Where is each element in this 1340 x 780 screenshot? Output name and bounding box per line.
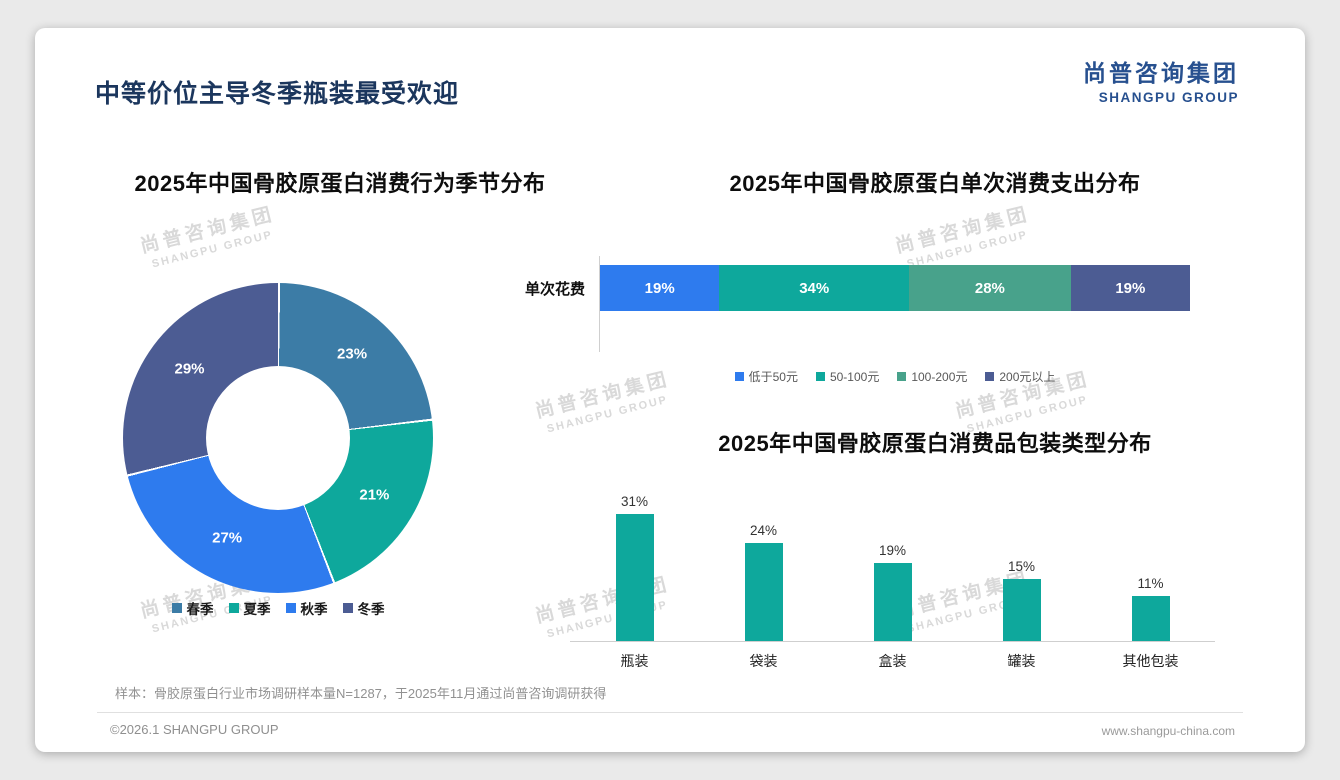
legend-swatch	[815, 372, 825, 381]
watermark-text-cn: 尚普咨询集团	[893, 203, 1033, 258]
stacked-legend: 低于50元 50-100元 100-200元 200元以上	[600, 368, 1190, 385]
bar-category-label: 盒装	[878, 653, 907, 669]
legend-swatch	[734, 372, 744, 381]
legend-label: 100-200元	[911, 370, 968, 384]
stacked-bar: 19% 34% 28% 19%	[600, 265, 1190, 311]
stacked-segment: 19%	[1070, 265, 1190, 311]
bar-column: 11%	[1086, 576, 1215, 641]
bar	[1131, 596, 1170, 641]
donut-value-label: 23%	[337, 345, 368, 363]
legend-label: 200元以上	[999, 370, 1056, 384]
bar	[873, 563, 912, 641]
legend-swatch	[228, 603, 239, 613]
donut-value-label: 27%	[212, 529, 243, 547]
legend-label: 夏季	[243, 602, 271, 617]
stacked-legend-item: 200元以上	[985, 368, 1055, 385]
stacked-legend-item: 50-100元	[815, 368, 880, 385]
watermark-text-cn: 尚普咨询集团	[138, 203, 278, 258]
bar-chart: 31% 24% 19% 15% 11% 瓶装 袋装 盒装 罐装 其他包装	[570, 483, 1215, 671]
legend-label: 秋季	[300, 602, 328, 617]
sample-note: 样本：骨胶原蛋白行业市场调研样本量N=1287，于2025年11月通过尚普咨询调…	[115, 686, 607, 701]
stacked-row-label: 单次花费	[524, 281, 585, 298]
logo-text-en: SHANGPU GROUP	[1098, 90, 1239, 105]
bar-category-label: 罐装	[1007, 653, 1036, 669]
bar-column: 31%	[570, 494, 699, 641]
donut-hole	[206, 366, 350, 510]
watermark-text-en: SHANGPU GROUP	[150, 228, 275, 271]
bar-category-label: 其他包装	[1122, 653, 1179, 669]
bar-value-label: 19%	[878, 543, 907, 558]
watermark: 尚普咨询集团 SHANGPU GROUP	[137, 199, 281, 272]
donut-legend: 春季 夏季 秋季 冬季	[123, 598, 433, 618]
donut-legend-item: 夏季	[228, 598, 271, 618]
legend-swatch	[342, 603, 353, 613]
legend-swatch	[171, 603, 182, 613]
bar-column: 19%	[828, 543, 957, 641]
page-title: 中等价位主导冬季瓶装最受欢迎	[95, 80, 460, 108]
legend-label: 冬季	[357, 602, 385, 617]
bar-chart-title: 2025年中国骨胶原蛋白消费品包装类型分布	[718, 431, 1152, 456]
bar-category-label: 瓶装	[620, 653, 649, 669]
footer-website: www.shangpu-china.com	[1101, 724, 1235, 738]
company-logo: 尚普咨询集团 SHANGPU GROUP	[1083, 54, 1239, 105]
legend-swatch	[985, 372, 995, 381]
donut-legend-item: 春季	[171, 598, 214, 618]
legend-swatch	[285, 603, 296, 613]
bar-chart-categories: 瓶装 袋装 盒装 罐装 其他包装	[570, 642, 1215, 671]
bar-column: 24%	[699, 523, 828, 641]
bar	[1002, 579, 1041, 641]
stacked-segment: 34%	[719, 265, 910, 311]
legend-label: 50-100元	[829, 370, 880, 384]
stacked-legend-item: 低于50元	[734, 368, 798, 385]
logo-text-cn: 尚普咨询集团	[1083, 60, 1239, 86]
donut-legend-item: 冬季	[342, 598, 385, 618]
donut-legend-item: 秋季	[285, 598, 328, 618]
donut-value-label: 29%	[174, 360, 205, 378]
bar-column: 15%	[957, 559, 1086, 641]
bar-category-label: 袋装	[749, 653, 778, 669]
donut-value-label: 21%	[359, 486, 390, 504]
legend-swatch	[897, 372, 907, 381]
footer-copyright: ©2026.1 SHANGPU GROUP	[110, 722, 279, 737]
slide-card: 尚普咨询集团 SHANGPU GROUP 尚普咨询集团 SHANGPU GROUP 尚普…	[35, 28, 1305, 752]
bar-value-label: 31%	[620, 494, 649, 509]
bar-chart-plot: 31% 24% 19% 15% 11%	[570, 483, 1215, 642]
bar	[744, 543, 783, 641]
donut-chart-title: 2025年中国骨胶原蛋白消费行为季节分布	[134, 171, 546, 196]
stacked-legend-item: 100-200元	[897, 368, 967, 385]
stacked-segment: 28%	[909, 265, 1071, 311]
donut-chart: 23% 21% 27% 29%	[123, 283, 433, 593]
legend-label: 春季	[186, 602, 214, 617]
bar-value-label: 15%	[1007, 559, 1036, 574]
bar-value-label: 24%	[749, 523, 778, 538]
footer-divider	[97, 712, 1243, 713]
stacked-chart-title: 2025年中国骨胶原蛋白单次消费支出分布	[729, 171, 1141, 196]
watermark: 尚普咨询集团 SHANGPU GROUP	[892, 199, 1036, 272]
bar-value-label: 11%	[1137, 576, 1164, 591]
stacked-segment: 19%	[600, 265, 720, 311]
stacked-axis-line	[599, 256, 600, 352]
bar	[615, 514, 654, 641]
legend-label: 低于50元	[748, 370, 798, 384]
